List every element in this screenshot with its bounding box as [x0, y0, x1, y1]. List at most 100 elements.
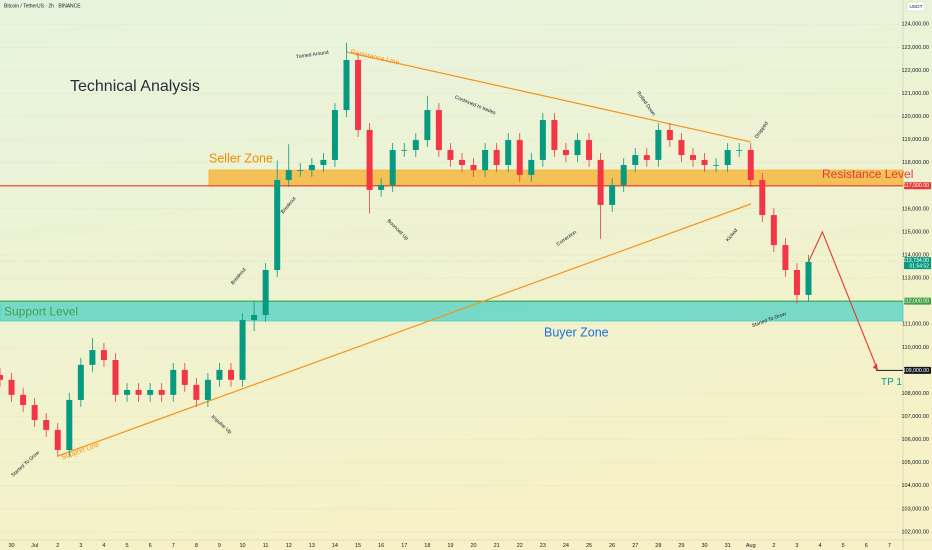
x-tick-label: 3 [795, 543, 798, 549]
candle-body [782, 245, 789, 270]
y-tick-label: 118,000.00 [902, 160, 929, 166]
candle-body [251, 315, 258, 321]
trendline [346, 51, 751, 143]
candle-body [609, 185, 616, 205]
candle-body [228, 369, 234, 380]
x-tick-label: 7 [172, 543, 175, 549]
candle-body [147, 390, 154, 395]
candle-body [66, 399, 73, 450]
y-tick-label: 106,000.00 [901, 437, 929, 443]
candle-body [505, 140, 512, 165]
candle-body [77, 364, 84, 400]
x-tick-label: 8 [195, 543, 198, 549]
candle-body [759, 180, 766, 216]
x-tick-label: 15 [355, 543, 361, 549]
x-tick-label: 11 [263, 543, 269, 549]
projection-arrow [872, 363, 878, 371]
candle-body [308, 165, 315, 171]
candle-body [574, 140, 581, 156]
candle-body [112, 360, 119, 395]
y-tick-label: 124,000.00 [901, 22, 929, 28]
x-tick-label: 9 [218, 543, 221, 549]
candle-body [643, 155, 650, 160]
x-tick-label: Jul [31, 543, 38, 549]
x-tick-label: 29 [678, 543, 684, 549]
x-tick-label: 10 [239, 543, 245, 549]
x-tick-label: 19 [447, 543, 453, 549]
zone [208, 169, 904, 187]
x-tick-label: 5 [126, 543, 129, 549]
level-label: Resistance Level [822, 167, 913, 181]
projection-path [808, 230, 879, 371]
y-tick-label: 110,000.00 [902, 345, 929, 351]
candle-body [586, 140, 593, 160]
y-tick-label: 119,000.00 [902, 137, 929, 143]
chart-header: Bitcoin / TetherUS · 2h · BINANCE [4, 3, 81, 9]
level-label: Support Level [4, 304, 78, 318]
candle-body [447, 150, 454, 160]
zone-label: Seller Zone [209, 151, 273, 165]
x-tick-label: 14 [332, 543, 338, 549]
candle-body [343, 60, 350, 111]
trendline [57, 203, 751, 457]
candle-body [54, 429, 61, 450]
candle-body [320, 159, 327, 165]
level-price-box [904, 297, 931, 305]
x-tick-label: 4 [102, 543, 105, 549]
candle-body [736, 150, 743, 151]
candle-body [701, 159, 708, 165]
y-tick-label: 114,000.00 [902, 252, 929, 258]
candle-body [678, 140, 685, 156]
y-tick-label: 107,000.00 [901, 414, 929, 420]
candle-body [204, 379, 211, 400]
level-price-label: 117,000.00 [903, 183, 929, 189]
x-tick-label: 24 [563, 543, 569, 549]
x-tick-label: 25 [586, 543, 592, 549]
candle-body [666, 129, 673, 141]
candle-body [355, 60, 362, 130]
candle-body [620, 165, 627, 186]
candle-body [493, 150, 500, 165]
last-price-label: 113,734.00 [903, 258, 929, 264]
candle-body [100, 350, 107, 360]
candle-body [297, 170, 304, 171]
y-tick-label: 108,000.00 [901, 391, 929, 397]
candle-body [482, 150, 489, 171]
candle-body [158, 390, 165, 395]
y-tick-label: 105,000.00 [901, 460, 929, 466]
candle-body [89, 350, 96, 365]
x-tick-label: 30 [701, 543, 707, 549]
x-tick-label: 7 [888, 543, 891, 549]
x-tick-label: 5 [842, 543, 845, 549]
candle-body [262, 270, 269, 315]
x-tick-label: 28 [655, 543, 661, 549]
candle-body [459, 159, 465, 165]
y-tick-label: 122,000.00 [901, 68, 929, 74]
y-tick-label: 115,000.00 [902, 229, 929, 235]
y-tick-label: 113,000.00 [902, 276, 929, 282]
x-tick-label: 2 [56, 543, 59, 549]
y-tick-label: 104,000.00 [901, 483, 929, 489]
candle-body [389, 150, 396, 186]
y-tick-label: 121,000.00 [901, 91, 929, 97]
candle-body [655, 129, 662, 160]
currency: USDT [909, 4, 922, 10]
x-tick-label: 6 [149, 543, 152, 549]
candle-body [274, 180, 281, 270]
candle-body [435, 110, 442, 150]
candle-body [135, 390, 142, 395]
countdown: 01:54:52 [910, 263, 930, 269]
level-price-label: 112,000.00 [903, 299, 929, 305]
x-tick-label: 4 [819, 543, 822, 549]
candle-body [285, 170, 292, 180]
chart-title: Technical Analysis [70, 78, 200, 95]
candle-body [747, 150, 754, 180]
x-tick-label: Aug [746, 543, 756, 549]
candle-body [216, 369, 223, 380]
annotation: Turned Around [296, 50, 330, 61]
x-tick-label: 18 [424, 543, 430, 549]
y-tick-label: 102,000.00 [901, 529, 929, 535]
candle-body [8, 379, 15, 395]
x-tick-label: 26 [609, 543, 615, 549]
